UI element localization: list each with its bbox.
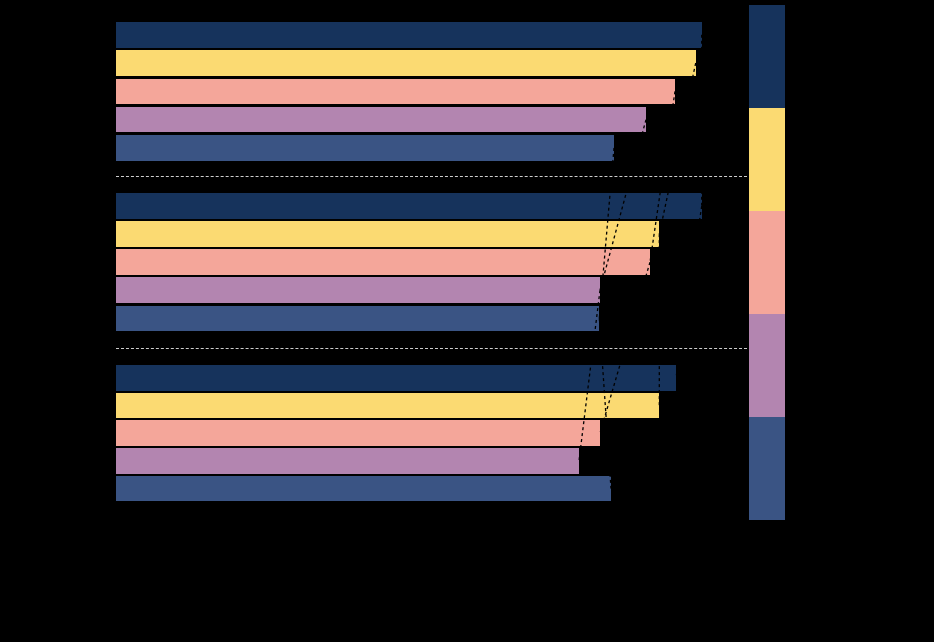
bar-group3-navy bbox=[115, 365, 676, 391]
group-separator-2 bbox=[115, 348, 747, 350]
bar-group1-salmon bbox=[115, 78, 675, 105]
legend-swatch-steel-blue bbox=[749, 417, 785, 521]
bar-group3-yellow bbox=[115, 392, 660, 419]
bar-group2-navy bbox=[115, 193, 702, 219]
legend-swatch-navy bbox=[749, 5, 785, 109]
legend-swatch-yellow bbox=[749, 108, 785, 212]
bar-group2-steel-blue bbox=[115, 305, 600, 331]
legend-swatch-salmon bbox=[749, 211, 785, 315]
legend-swatch-mauve bbox=[749, 314, 785, 418]
bar-group3-salmon bbox=[115, 420, 600, 446]
bar-group3-steel-blue bbox=[115, 475, 611, 502]
bar-group2-salmon bbox=[115, 249, 650, 275]
legend-color-strip bbox=[749, 5, 785, 521]
connector-navy-g2-g3 bbox=[675, 205, 703, 378]
bar-group2-mauve bbox=[115, 277, 600, 303]
bar-group2-yellow bbox=[115, 221, 660, 247]
bar-group1-mauve bbox=[115, 106, 646, 133]
bar-group3-mauve bbox=[115, 448, 579, 474]
bar-group1-navy bbox=[115, 22, 702, 48]
group-separator-1 bbox=[115, 176, 747, 178]
bar-group1-yellow bbox=[115, 50, 696, 76]
bar-group1-steel-blue bbox=[115, 135, 614, 161]
